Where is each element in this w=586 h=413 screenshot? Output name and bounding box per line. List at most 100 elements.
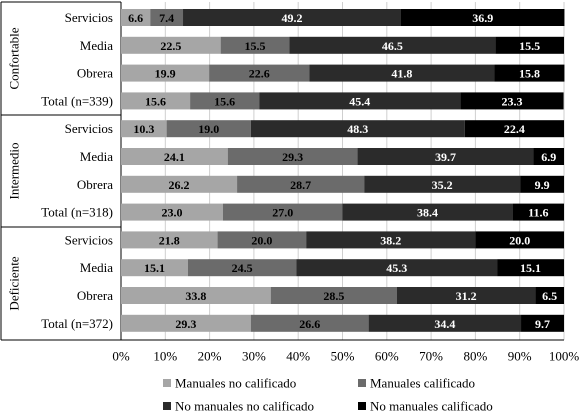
legend: Manuales no calificado Manuales calificad… xyxy=(163,376,493,413)
category-labels: Servicios Media Obrera Total (n=339) Servici… xyxy=(41,10,113,331)
data-label: 15.6 xyxy=(145,94,166,108)
x-tick-label: 0% xyxy=(112,349,130,364)
data-label: 28.5 xyxy=(323,289,344,303)
bar-segment xyxy=(357,148,534,165)
bar-segment xyxy=(190,92,260,110)
category-label: Obrera xyxy=(77,66,113,81)
data-label: 45.4 xyxy=(349,94,370,108)
bar-segment xyxy=(306,231,476,249)
legend-swatch xyxy=(358,402,366,410)
category-label: Servicios xyxy=(65,10,113,25)
bar-segment xyxy=(150,9,184,26)
bar-segment xyxy=(121,148,228,165)
x-tick-label: 70% xyxy=(419,349,443,364)
data-label: 38.4 xyxy=(417,206,438,220)
data-label: 6.6 xyxy=(128,11,143,25)
legend-swatch xyxy=(358,379,366,387)
data-label: 38.2 xyxy=(380,233,401,247)
category-label: Total (n=318) xyxy=(41,205,113,220)
bar-segment xyxy=(121,203,223,221)
data-label: 21.8 xyxy=(159,233,180,247)
data-label: 15.1 xyxy=(520,261,541,275)
bar-segment xyxy=(217,231,307,249)
data-label: 9.7 xyxy=(535,317,550,331)
bar-segment xyxy=(121,231,218,249)
bar-segment xyxy=(121,92,191,110)
legend-label: Manuales no calificado xyxy=(175,376,296,391)
data-label: 19.9 xyxy=(155,67,176,81)
data-label: 15.8 xyxy=(519,67,540,81)
data-label: 46.5 xyxy=(382,39,403,53)
category-label: Total (n=372) xyxy=(41,316,113,331)
category-label: Servicios xyxy=(65,232,113,247)
bar-segment xyxy=(121,36,221,54)
bar-segment xyxy=(259,92,461,110)
data-label: 22.4 xyxy=(504,122,525,136)
bar-segment xyxy=(512,203,564,221)
category-label: Media xyxy=(80,149,113,164)
bar-segment xyxy=(121,259,188,277)
data-label: 34.4 xyxy=(434,317,455,331)
bar-segment xyxy=(497,259,564,277)
bar-segment xyxy=(250,120,465,138)
x-tick-label: 20% xyxy=(198,349,222,364)
bar-segment xyxy=(222,203,343,221)
bar-segment xyxy=(396,287,536,304)
bar-segment xyxy=(227,148,358,165)
x-tick-label: 10% xyxy=(153,349,177,364)
data-label: 6.9 xyxy=(541,150,556,164)
data-label: 23.0 xyxy=(161,206,182,220)
bar-segment xyxy=(309,64,495,82)
bar-segment xyxy=(270,287,397,304)
gridlines xyxy=(120,2,565,340)
data-label: 31.2 xyxy=(456,289,477,303)
bar-segment xyxy=(495,36,564,54)
data-label: 10.3 xyxy=(133,122,154,136)
bar-segment xyxy=(209,64,310,82)
data-label: 29.3 xyxy=(282,150,303,164)
bar-segment xyxy=(166,120,251,138)
category-label: Media xyxy=(80,38,113,53)
bar-segment xyxy=(521,314,564,332)
data-label: 6.5 xyxy=(542,289,557,303)
data-label: 26.2 xyxy=(169,178,190,192)
data-label: 15.1 xyxy=(144,261,165,275)
data-label: 39.7 xyxy=(435,150,456,164)
data-label: 20.0 xyxy=(509,233,530,247)
data-label: 27.0 xyxy=(272,206,293,220)
group-frame xyxy=(0,1,122,341)
bar-segment xyxy=(220,36,290,54)
data-label: 9.9 xyxy=(535,178,550,192)
x-tick-label: 30% xyxy=(242,349,266,364)
bar-segment xyxy=(121,120,167,138)
category-label: Obrera xyxy=(77,177,113,192)
group-label: Intermedio xyxy=(7,142,22,199)
bar-segment xyxy=(121,64,210,82)
bar-segment xyxy=(494,64,565,82)
group-label: Deficiente xyxy=(7,256,22,310)
bar-segment xyxy=(121,287,271,304)
category-label: Total (n=339) xyxy=(41,93,113,108)
bars: 6.6 7.4 49.2 36.9 22.5 15.5 46.5 15.5 19.9 22.6 41… xyxy=(121,9,565,332)
legend-label: No manuales calificado xyxy=(370,399,493,413)
data-label: 35.2 xyxy=(432,178,453,192)
category-label: Obrera xyxy=(77,288,113,303)
data-label: 22.6 xyxy=(249,67,270,81)
data-label: 20.0 xyxy=(251,233,272,247)
x-tick-label: 90% xyxy=(508,349,532,364)
bar-segment xyxy=(187,259,297,277)
data-label: 22.5 xyxy=(160,39,181,53)
x-tick-label: 40% xyxy=(286,349,310,364)
data-label: 15.6 xyxy=(214,94,235,108)
group-labels: Confortable Intermedio Deficiente xyxy=(7,27,22,310)
x-tick-label: 100% xyxy=(549,349,580,364)
bar-segment xyxy=(237,175,365,193)
legend-swatch xyxy=(163,402,171,410)
bar-segment xyxy=(121,314,251,332)
data-label: 45.3 xyxy=(386,261,407,275)
data-label: 41.8 xyxy=(391,67,412,81)
bar-segment xyxy=(475,231,564,249)
data-label: 7.4 xyxy=(159,11,174,25)
bar-segment xyxy=(364,175,521,193)
